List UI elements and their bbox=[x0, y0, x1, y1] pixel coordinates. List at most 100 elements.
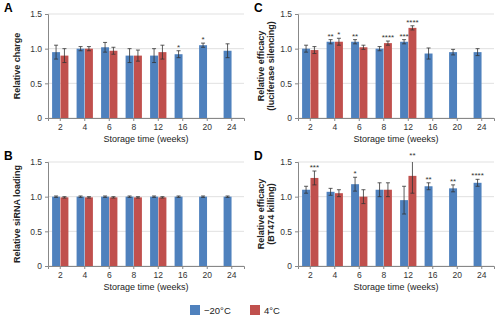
tick: 0.5 bbox=[280, 227, 298, 237]
tick-mark bbox=[359, 118, 360, 121]
tick: 0.5 bbox=[30, 227, 48, 237]
error-bar bbox=[103, 196, 107, 197]
error-line bbox=[355, 177, 356, 191]
tick-mark bbox=[231, 266, 232, 269]
error-bar bbox=[329, 188, 333, 195]
bar bbox=[109, 51, 117, 118]
error-cap bbox=[476, 186, 480, 187]
tick-mark bbox=[182, 118, 183, 121]
error-bar bbox=[54, 196, 58, 197]
tick: 0.5 bbox=[30, 79, 48, 89]
tick-mark bbox=[158, 266, 159, 269]
significance-label: ** bbox=[425, 175, 431, 184]
error-cap bbox=[128, 195, 132, 196]
tick-label: 8 bbox=[381, 122, 386, 132]
error-cap bbox=[304, 45, 308, 46]
bar bbox=[77, 197, 85, 266]
tick-label: 24 bbox=[477, 270, 487, 280]
tick: 12 bbox=[404, 118, 414, 132]
error-cap bbox=[128, 62, 132, 63]
tick-label: 4 bbox=[332, 270, 337, 280]
y-axis-title: Relative efficacy(BT474 killing) bbox=[256, 179, 276, 250]
tick-label: 0.5 bbox=[30, 227, 42, 237]
tick: 1.5 bbox=[30, 9, 48, 19]
bar bbox=[408, 28, 416, 118]
x-axis: 246812162024 bbox=[299, 118, 495, 132]
error-cap bbox=[87, 46, 91, 47]
tick: 16 bbox=[178, 266, 188, 280]
axis-line bbox=[295, 15, 299, 119]
tick: 4 bbox=[332, 266, 337, 280]
tick-label: 8 bbox=[381, 270, 386, 280]
error-bar bbox=[410, 162, 414, 193]
tick: 1.5 bbox=[30, 157, 48, 167]
tick-label: 0.5 bbox=[30, 79, 42, 89]
tick: 0 bbox=[287, 261, 298, 271]
bar bbox=[449, 188, 457, 266]
tick: 2 bbox=[58, 118, 63, 132]
tick: 2 bbox=[58, 266, 63, 280]
bar bbox=[335, 193, 343, 266]
tick: 0 bbox=[37, 261, 48, 271]
error-bar bbox=[62, 49, 66, 63]
error-cap bbox=[111, 198, 115, 199]
bar bbox=[310, 50, 318, 118]
bar bbox=[376, 190, 384, 266]
bar bbox=[134, 56, 142, 118]
annotations: **************** bbox=[327, 18, 418, 42]
tick-mark bbox=[481, 266, 482, 269]
annotations: ** bbox=[177, 35, 205, 52]
error-bar bbox=[427, 183, 431, 190]
error-cap bbox=[337, 189, 341, 190]
bar bbox=[359, 197, 367, 266]
plot-area bbox=[302, 26, 481, 118]
grid-line bbox=[298, 162, 494, 163]
error-bar bbox=[386, 183, 390, 197]
tick: 24 bbox=[227, 266, 237, 280]
error-cap bbox=[304, 52, 308, 53]
error-cap bbox=[427, 189, 431, 190]
axis-line bbox=[299, 119, 495, 122]
axis-line bbox=[49, 119, 245, 122]
error-bar bbox=[177, 196, 181, 197]
y-axis: 00.51.01.5 bbox=[30, 9, 48, 123]
bar bbox=[199, 45, 207, 118]
tick: 8 bbox=[131, 118, 136, 132]
tick: 20 bbox=[453, 266, 463, 280]
bar bbox=[302, 190, 310, 266]
error-line bbox=[363, 45, 364, 49]
error-bar bbox=[201, 196, 205, 197]
tick-label: 1.0 bbox=[30, 192, 42, 202]
tick: 2 bbox=[308, 118, 313, 132]
error-cap bbox=[160, 59, 164, 60]
y-axis: 00.51.01.5 bbox=[280, 9, 298, 123]
error-line bbox=[162, 45, 163, 59]
error-bar bbox=[128, 49, 132, 63]
error-cap bbox=[361, 189, 365, 190]
error-bar bbox=[476, 179, 480, 186]
tick-mark bbox=[45, 118, 48, 119]
error-cap bbox=[378, 50, 382, 51]
error-bar bbox=[62, 197, 66, 198]
error-cap bbox=[329, 195, 333, 196]
tick-mark bbox=[481, 118, 482, 121]
error-line bbox=[306, 186, 307, 193]
tick-mark bbox=[295, 49, 298, 50]
tick-mark bbox=[310, 118, 311, 121]
tick-label: 16 bbox=[178, 122, 188, 132]
tick-label: 12 bbox=[404, 122, 414, 132]
error-cap bbox=[226, 43, 230, 44]
tick-mark bbox=[295, 231, 298, 232]
x-axis-title: Storage time (weeks) bbox=[103, 134, 188, 144]
tick-label: 1.5 bbox=[280, 157, 292, 167]
error-bar bbox=[79, 47, 83, 51]
tick-mark bbox=[133, 118, 134, 121]
error-cap bbox=[386, 182, 390, 183]
bar bbox=[158, 52, 166, 118]
x-axis: 246812162024 bbox=[49, 118, 245, 132]
tick: 6 bbox=[357, 118, 362, 132]
grid-line bbox=[48, 162, 244, 163]
tick: 16 bbox=[428, 118, 438, 132]
grid bbox=[48, 162, 244, 266]
y-axis: 00.51.01.5 bbox=[280, 157, 298, 271]
